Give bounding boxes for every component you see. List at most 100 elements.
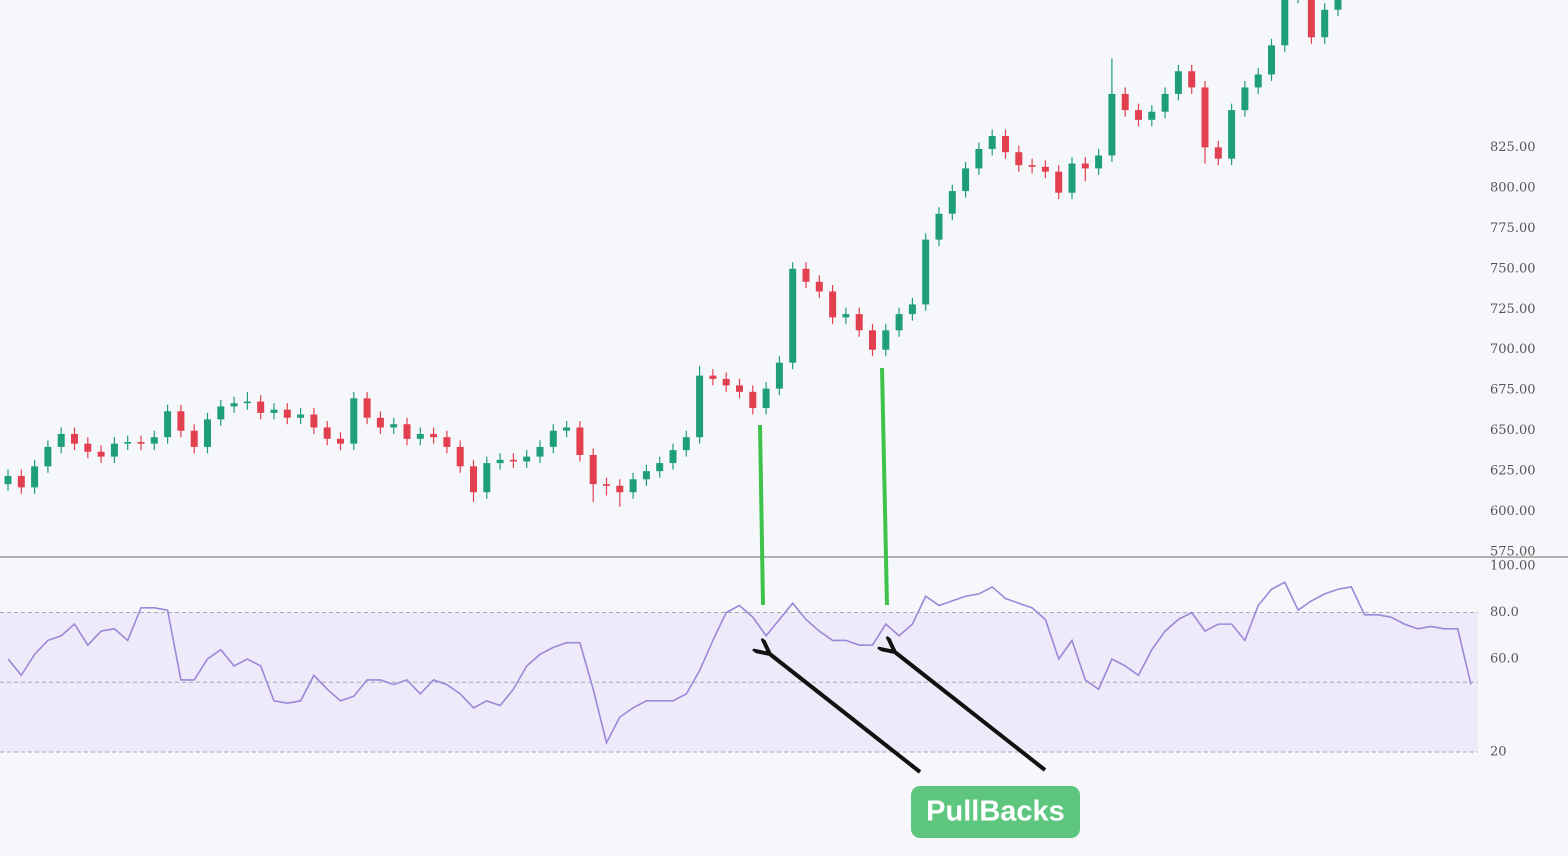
candle-body [496,459,504,464]
candle-body [390,424,398,428]
candle-body [869,330,876,350]
candle-body [696,375,704,438]
candle-body [722,378,730,386]
candle-body [110,443,118,457]
y-tick-label: 800.00 [1490,180,1536,195]
candle-body [829,291,837,318]
candle-body [1028,165,1036,167]
candle-body [589,454,597,485]
y-tick-label: 725.00 [1490,302,1536,317]
candle-body [549,430,557,447]
candle-body [669,450,677,464]
candle-body [842,314,850,318]
candle-body [1081,163,1089,169]
candle-body [416,433,424,439]
candle-body [270,409,278,413]
candle-body [616,485,624,493]
candle-body [563,427,571,431]
candle-body [283,409,291,418]
candle-body [656,463,664,472]
rsi-pane [0,581,1478,753]
candle-body [882,330,890,350]
pullback-line [880,367,889,606]
candle-body [1068,163,1076,193]
candle-body [709,375,717,379]
pullback-line [758,424,765,606]
candle-body [443,437,451,447]
candle-body [257,401,265,413]
candle-body [1148,111,1156,120]
candle-body [31,466,39,488]
candle-body [44,446,52,467]
candle-body [376,417,384,428]
candle-body [337,438,344,444]
candle-body [323,427,331,439]
candle-body [1095,155,1103,169]
y-tick-label: 750.00 [1490,261,1536,276]
candle-body [57,433,65,447]
y-tick-label: 625.00 [1490,464,1536,479]
candle-body [629,479,637,493]
candle-body [177,411,185,431]
candle-body [1241,87,1249,111]
candle-body [935,213,943,240]
candle-body [1121,93,1129,111]
y-tick-label: 675.00 [1490,383,1536,398]
candle-body [922,239,930,305]
candle-body [310,414,318,428]
annotation-box [911,786,1080,838]
candle-body [350,398,358,444]
candle-body [975,148,983,169]
candle-body [908,304,916,315]
candle-body [124,442,132,444]
rsi-line [7,581,1472,745]
y-tick-label: 775.00 [1490,221,1536,236]
candle-body [1268,45,1275,75]
y-tick-label: 60.0 [1490,652,1519,667]
candle-body [470,466,477,493]
y-tick-label: 20 [1490,745,1507,760]
y-tick-label: 600.00 [1490,504,1536,519]
candle-body [1174,71,1182,94]
candle-body [1188,71,1196,88]
candle-body [523,456,531,462]
candle-body [403,424,411,439]
candle-body [509,459,517,462]
candle-body [1307,0,1315,38]
candle-body [164,411,172,438]
y-tick-label: 825.00 [1490,140,1536,155]
y-tick-label: 650.00 [1490,423,1536,438]
candle-body [1161,93,1169,112]
candle-body [1228,110,1236,159]
candle-body [895,314,903,331]
candle-body [576,427,584,455]
candle-body [97,451,105,457]
candle-body [1108,93,1116,156]
candle-body [736,385,743,392]
candle-body [802,268,810,282]
candle-body [230,403,238,407]
annotation-label: PullBacks [926,796,1065,828]
candle-body [150,437,158,444]
candle-body [217,406,225,420]
y-tick-label: 100.00 [1490,559,1536,574]
candle-body [948,191,956,214]
candle-body [456,446,464,467]
candle-body [1254,74,1262,88]
candle-body [1201,87,1209,148]
candle-body [1334,0,1342,10]
y-tick-label: 700.00 [1490,342,1536,357]
candle-body [1214,147,1222,159]
candle-body [855,314,863,331]
candle-body [71,433,78,444]
axes: 575.00 600.00 625.00 650.00 675.00 700.00 725.… [1490,140,1536,760]
candle-body [815,281,823,292]
candle-body [1281,0,1289,46]
candle-body [363,398,371,418]
candle-body [762,388,770,409]
candle-body [297,414,305,418]
price-pane [4,0,1342,507]
candle-body [190,430,198,447]
